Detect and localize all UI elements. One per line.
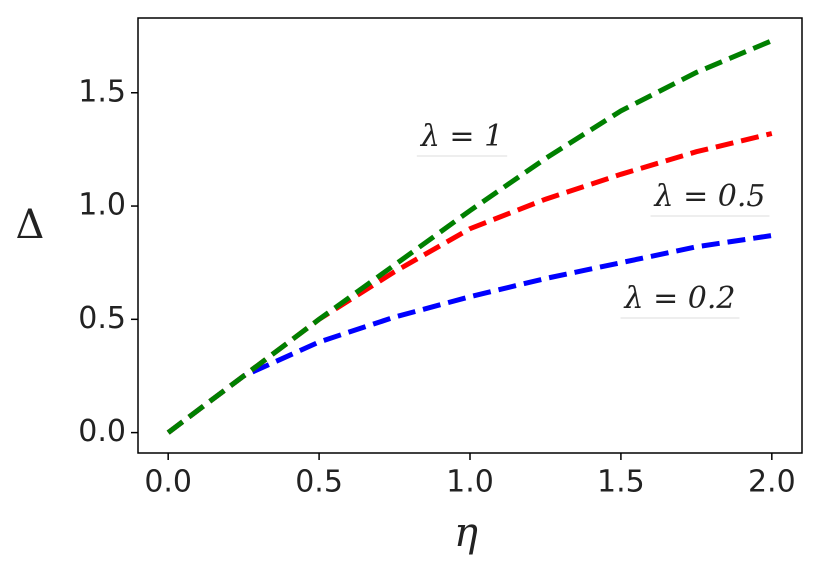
x-axis-label: η xyxy=(454,510,478,556)
x-tick-label: 0.0 xyxy=(144,465,192,500)
series-label: λ = 0.5 xyxy=(654,179,766,214)
x-tick-label: 1.0 xyxy=(446,465,494,500)
y-tick-label: 0.0 xyxy=(78,414,126,449)
y-tick-label: 1.5 xyxy=(78,74,126,109)
series-label: λ = 0.2 xyxy=(624,281,736,316)
y-axis-label: Δ xyxy=(16,202,45,248)
series-line xyxy=(166,131,773,435)
series-line xyxy=(166,233,773,435)
series-line xyxy=(166,38,773,435)
plot-frame xyxy=(137,17,803,454)
x-tick-label: 0.5 xyxy=(295,465,343,500)
series-label: λ = 1 xyxy=(420,119,503,154)
x-tick-label: 2.0 xyxy=(748,465,796,500)
y-tick-label: 0.5 xyxy=(78,301,126,336)
y-tick-label: 1.0 xyxy=(78,188,126,223)
x-tick-label: 1.5 xyxy=(597,465,645,500)
